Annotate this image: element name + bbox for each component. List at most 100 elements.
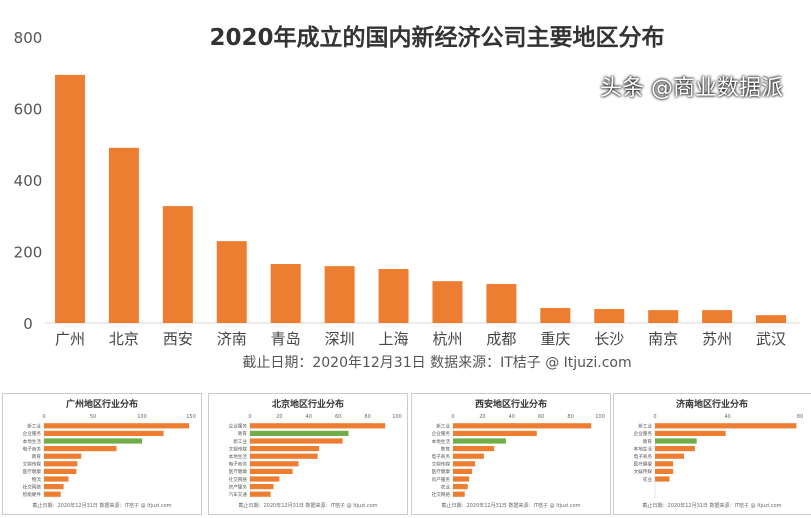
chart-title: 广州地区行业分布 xyxy=(66,398,138,410)
y-tick-label: 200 xyxy=(14,244,43,262)
bar xyxy=(44,446,117,452)
bar xyxy=(44,438,142,444)
bar xyxy=(756,315,787,323)
y-tick-label: 农业 xyxy=(643,476,653,483)
y-tick-label: 新工业 xyxy=(27,423,41,430)
bar xyxy=(250,461,299,467)
bar xyxy=(250,491,271,497)
y-tick-label: 汽车交通 xyxy=(229,491,248,498)
bar xyxy=(655,446,695,452)
x-tick-label: 40 xyxy=(306,414,312,420)
y-tick-label: 教育 xyxy=(32,453,42,460)
y-tick-label: 400 xyxy=(14,172,43,190)
bar xyxy=(44,453,82,459)
bar xyxy=(44,430,164,436)
chart-footer: 截止日期：2020年12月31日 数据来源：IT桔子 @ Itjuzi.com xyxy=(242,355,631,371)
bar xyxy=(648,310,679,323)
bar xyxy=(486,284,517,323)
watermark: 头条 @商业数据派 xyxy=(600,76,783,101)
chart-title: 西安地区行业分布 xyxy=(475,398,547,410)
y-tick-label: 新工业 xyxy=(638,423,652,430)
bar xyxy=(44,491,61,497)
chart-footer: 截止日期：2020年12月31日 数据来源：IT桔子 @ Itjuzi.com xyxy=(642,502,781,509)
bar xyxy=(250,476,280,482)
y-tick-label: 医疗健康 xyxy=(432,468,451,475)
x-tick-label: 青岛 xyxy=(271,330,301,348)
x-tick-label: 20 xyxy=(276,414,282,420)
bar xyxy=(44,484,64,490)
bar xyxy=(250,430,349,436)
chart-title: 北京地区行业分布 xyxy=(272,398,344,410)
bar xyxy=(250,468,293,474)
x-tick-label: 广州 xyxy=(55,330,85,348)
x-tick-label: 80 xyxy=(364,414,370,420)
y-tick-label: 教育 xyxy=(441,445,451,452)
chart-footer: 截止日期：2020年12月31日 数据来源：IT桔子 @ Itjuzi.com xyxy=(441,502,580,509)
y-tick-label: 电子商务 xyxy=(229,461,248,468)
bar xyxy=(250,453,318,459)
y-tick-label: 本地生活 xyxy=(634,445,653,452)
y-tick-label: 智能硬件 xyxy=(23,491,42,498)
chart-footer: 截止日期：2020年12月31日 数据来源：IT桔子 @ Itjuzi.com xyxy=(238,502,377,509)
bar xyxy=(453,476,470,482)
x-tick-label: 100 xyxy=(595,414,605,420)
chart-title: 2020年成立的国内新经济公司主要地区分布 xyxy=(209,24,664,51)
x-tick-label: 20 xyxy=(479,414,485,420)
bar xyxy=(108,147,139,323)
x-tick-label: 西安 xyxy=(163,330,193,348)
bar xyxy=(250,438,343,444)
y-tick-label: 教育 xyxy=(238,430,248,437)
bar xyxy=(453,461,476,467)
y-tick-label: 文娱传媒 xyxy=(229,445,248,452)
mini-chart-beijing: 北京地区行业分布 0 20 40 60 80 100 企业服务 教育 新工业 文娱传媒 本地生活 电子商… xyxy=(208,393,408,515)
y-tick-label: 文娱传媒 xyxy=(634,468,653,475)
y-tick-label: 本地生活 xyxy=(432,438,451,445)
x-tick-label: 60 xyxy=(538,414,544,420)
x-tick-label: 0 xyxy=(451,414,454,420)
y-tick-label: 本地生活 xyxy=(23,438,42,445)
bar xyxy=(324,266,355,323)
y-tick-label: 电子商务 xyxy=(432,453,451,460)
y-tick-label: 新工业 xyxy=(436,423,450,430)
bar xyxy=(250,423,386,429)
y-tick-label: 电子商务 xyxy=(634,453,653,460)
x-tick-label: 100 xyxy=(392,414,402,420)
x-tick-label: 50 xyxy=(90,414,96,420)
x-tick-label: 150 xyxy=(186,414,196,420)
bar xyxy=(655,430,726,436)
mini-chart-xian: 西安地区行业分布 0 20 40 60 80 100 新工业 企业服务 本地生活 教育 电子商务 文娱传… xyxy=(411,393,611,515)
y-tick-label: 企业服务 xyxy=(229,423,248,430)
bar xyxy=(655,423,797,429)
y-tick-label: 社交网络 xyxy=(229,476,248,483)
bar xyxy=(453,468,473,474)
x-tick-label: 40 xyxy=(509,414,515,420)
bar xyxy=(44,461,78,467)
bar xyxy=(453,430,537,436)
x-tick-label: 100 xyxy=(137,414,147,420)
x-tick-label: 80 xyxy=(797,414,803,420)
x-tick-label: 0 xyxy=(42,414,45,420)
bar xyxy=(44,423,190,429)
bar xyxy=(540,307,571,323)
x-tick-label: 杭州 xyxy=(432,330,462,348)
y-tick-label: 农业 xyxy=(441,483,451,490)
bar xyxy=(378,269,409,323)
y-tick-label: 文娱传媒 xyxy=(432,461,451,468)
y-tick-label: 企业服务 xyxy=(432,430,451,437)
y-tick-label: 本地生活 xyxy=(229,453,248,460)
x-tick-label: 重庆 xyxy=(540,330,570,348)
y-tick-label: 新工业 xyxy=(233,438,247,445)
y-tick-label: 0 xyxy=(23,315,33,333)
x-tick-label: 济南 xyxy=(217,330,247,348)
x-tick-label: 深圳 xyxy=(325,330,355,348)
x-tick-label: 60 xyxy=(335,414,341,420)
x-tick-label: 0 xyxy=(248,414,251,420)
mini-chart-jinan: 济南地区行业分布 0 40 80 新工业 企业服务 教育 本地生活 电子商务 医疗健康 文娱传媒 农业… xyxy=(613,393,811,515)
y-tick-label: 600 xyxy=(14,101,43,119)
y-tick-label: 教育 xyxy=(643,438,653,445)
chart-footer: 截止日期：2020年12月31日 数据来源：IT桔子 @ Itjuzi.com xyxy=(32,502,171,509)
bar xyxy=(250,484,274,490)
x-tick-label: 长沙 xyxy=(594,330,624,348)
x-tick-label: 武汉 xyxy=(756,330,786,348)
y-tick-label: 医疗健康 xyxy=(229,468,248,475)
